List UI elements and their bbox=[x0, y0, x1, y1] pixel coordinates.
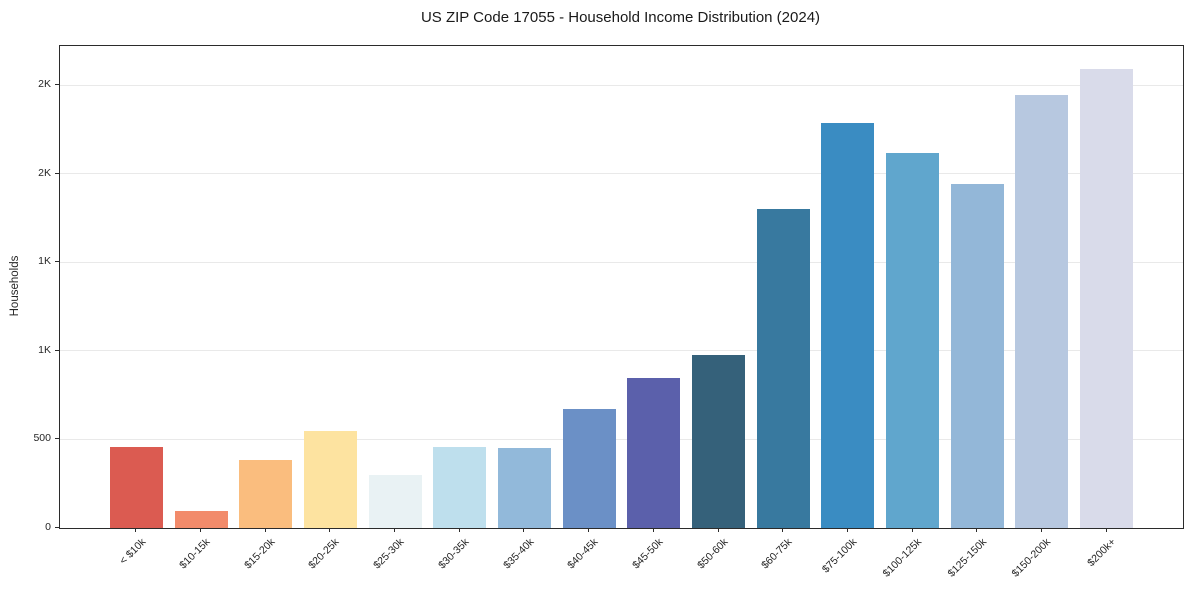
y-tick-mark bbox=[55, 438, 59, 440]
x-tick-mark bbox=[652, 528, 654, 532]
x-tick-label: $40-45k bbox=[565, 536, 601, 572]
x-tick-label: $150-200k bbox=[1009, 536, 1054, 580]
y-tick-label-2500: 2K bbox=[38, 77, 51, 90]
x-tick-label: $45-50k bbox=[630, 536, 666, 572]
y-tick-label-1500: 1K bbox=[38, 255, 51, 268]
x-tick-mark bbox=[394, 528, 396, 532]
x-tick-mark bbox=[200, 528, 202, 532]
y-tick-mark bbox=[55, 261, 59, 263]
x-tick-label: $50-60k bbox=[694, 536, 731, 572]
bar-125-150k bbox=[950, 184, 1004, 528]
bar-20-25k bbox=[303, 431, 357, 528]
gridline-2500 bbox=[60, 84, 1183, 86]
y-tick-label-0: 0 bbox=[45, 521, 51, 533]
y-tick-mark bbox=[55, 349, 59, 351]
x-tick-mark bbox=[717, 528, 719, 532]
gridline-500 bbox=[60, 438, 1183, 440]
y-tick-label-2000: 2K bbox=[38, 166, 51, 179]
x-tick-mark bbox=[1105, 528, 1107, 532]
x-tick-label: $35-40k bbox=[500, 536, 536, 572]
x-tick-label: $75-100k bbox=[819, 536, 860, 576]
x-tick-label: < $10k bbox=[116, 536, 148, 567]
bar-200k bbox=[1080, 69, 1134, 528]
x-tick-mark bbox=[782, 528, 784, 532]
x-tick-mark bbox=[329, 528, 331, 532]
x-tick-mark bbox=[264, 528, 266, 532]
x-tick-label: $10-15k bbox=[177, 536, 213, 572]
x-tick-mark bbox=[135, 528, 137, 532]
x-tick-label: $20-25k bbox=[306, 536, 342, 572]
y-tick-label-1000: 1K bbox=[38, 343, 51, 356]
bar-30-35k bbox=[433, 446, 487, 528]
x-tick-mark bbox=[1040, 528, 1042, 532]
bar-75-100k bbox=[821, 123, 875, 528]
x-tick-mark bbox=[458, 528, 460, 532]
gridline-2000 bbox=[60, 173, 1183, 175]
bar-10k bbox=[109, 447, 163, 528]
bar-10-15k bbox=[174, 511, 228, 528]
y-tick-mark bbox=[55, 527, 59, 528]
bar-100-125k bbox=[886, 153, 940, 528]
bar-35-40k bbox=[497, 448, 551, 528]
x-tick-label: $25-30k bbox=[371, 536, 407, 572]
plot-area bbox=[59, 45, 1184, 529]
x-tick-mark bbox=[588, 528, 590, 532]
x-tick-mark bbox=[523, 528, 525, 532]
x-tick-mark bbox=[846, 528, 848, 532]
y-tick-mark bbox=[55, 83, 59, 85]
y-tick-label-500: 500 bbox=[33, 432, 51, 445]
x-tick-label: $30-35k bbox=[435, 536, 472, 572]
x-tick-label: $15-20k bbox=[241, 536, 278, 572]
bar-15-20k bbox=[239, 459, 293, 528]
bar-45-50k bbox=[627, 378, 681, 528]
x-tick-mark bbox=[911, 528, 913, 532]
bar-40-45k bbox=[562, 409, 616, 528]
gridline-1500 bbox=[60, 261, 1183, 263]
bar-60-75k bbox=[756, 209, 810, 528]
x-tick-mark bbox=[976, 528, 978, 532]
y-tick-mark bbox=[55, 172, 59, 174]
bar-25-30k bbox=[368, 474, 422, 528]
x-tick-label: $60-75k bbox=[759, 536, 795, 572]
chart-title: US ZIP Code 17055 - Household Income Dis… bbox=[420, 9, 821, 26]
bar-150-200k bbox=[1015, 94, 1069, 528]
x-tick-label: $125-150k bbox=[945, 536, 989, 580]
gridline-1000 bbox=[60, 350, 1183, 352]
bar-50-60k bbox=[692, 355, 746, 528]
x-tick-label: $200k+ bbox=[1085, 536, 1119, 570]
x-tick-label: $100-125k bbox=[880, 536, 925, 580]
